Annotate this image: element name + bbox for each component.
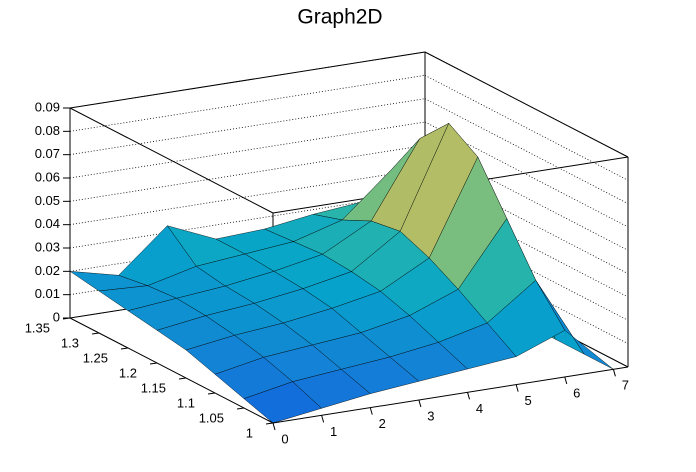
box-edge — [69, 107, 274, 214]
y-tick-label: 1.2 — [119, 365, 137, 380]
grid-line — [69, 98, 426, 156]
y-tick — [207, 392, 216, 395]
z-tick-label: 0.02 — [35, 263, 60, 278]
y-tick — [91, 332, 100, 335]
z-tick-label: 0.03 — [35, 239, 60, 254]
x-tick — [564, 376, 568, 385]
chart-title: Graph2D — [297, 6, 382, 29]
x-tick — [321, 415, 325, 423]
grid-line — [424, 121, 629, 228]
x-tick-label: 6 — [573, 385, 580, 400]
y-tick-label: 1.35 — [25, 320, 50, 335]
z-tick-label: 0.06 — [35, 169, 60, 184]
y-tick — [120, 347, 129, 350]
x-tick — [369, 407, 373, 415]
x-tick-label: 5 — [525, 393, 532, 408]
grid-line — [424, 168, 629, 275]
grid-line — [424, 74, 629, 181]
y-tick-label: 1.05 — [199, 410, 224, 425]
y-tick — [265, 422, 274, 425]
z-tick-label: 0.01 — [35, 286, 60, 301]
surface-cell — [243, 381, 323, 424]
x-tick-label: 2 — [379, 416, 386, 431]
y-tick-label: 1.15 — [141, 380, 166, 395]
x-tick — [272, 422, 276, 431]
x-tick-label: 3 — [427, 408, 434, 423]
y-axis — [69, 317, 274, 424]
z-tick-label: 0.04 — [35, 216, 60, 231]
y-tick — [236, 407, 245, 410]
grid-line — [424, 144, 629, 251]
x-tick — [515, 384, 519, 392]
y-tick-label: 1 — [246, 425, 253, 440]
x-axis — [272, 366, 629, 424]
x-tick — [612, 369, 616, 377]
grid-line — [69, 74, 426, 132]
z-tick-label: 0.05 — [35, 193, 60, 208]
z-tick-label: 0 — [53, 309, 60, 324]
grid-line — [424, 98, 629, 205]
x-tick-label: 0 — [281, 431, 288, 446]
z-tick-label: 0.09 — [35, 99, 60, 114]
x-tick — [418, 399, 422, 408]
x-tick-label: 7 — [622, 378, 629, 393]
grid-line — [424, 191, 629, 298]
x-tick-label: 4 — [476, 401, 483, 416]
x-tick — [467, 392, 471, 400]
y-tick — [149, 362, 158, 365]
box-edge — [69, 51, 426, 109]
y-tick-label: 1.1 — [177, 395, 195, 410]
x-tick-label: 1 — [330, 424, 337, 439]
y-tick-label: 1.25 — [83, 350, 108, 365]
y-tick — [178, 377, 187, 380]
y-tick-label: 1.3 — [61, 335, 79, 350]
box-edge — [424, 51, 629, 158]
z-tick-label: 0.08 — [35, 123, 60, 138]
grid-line — [69, 121, 426, 179]
z-tick-label: 0.07 — [35, 146, 60, 161]
